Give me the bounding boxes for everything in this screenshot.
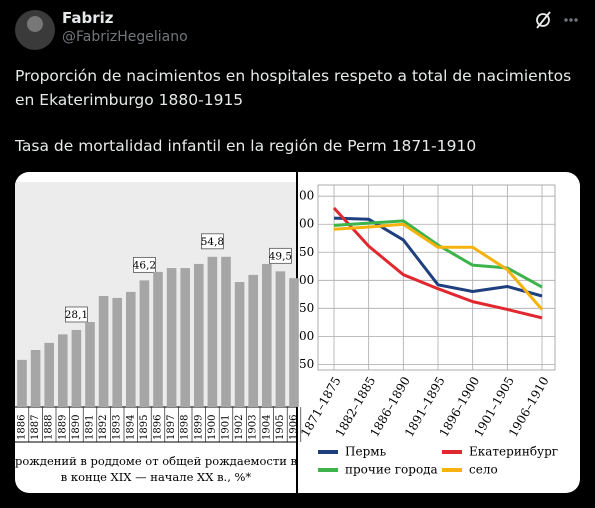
bar — [85, 322, 95, 407]
x-tick-label: 1897 — [166, 415, 177, 440]
bar — [289, 278, 299, 407]
x-tick-label: 1896 — [153, 415, 164, 440]
bar — [112, 297, 122, 407]
value-label: 46,2 — [133, 259, 156, 271]
x-tick-label: 1891 — [85, 415, 96, 440]
data-line — [332, 206, 543, 320]
bar — [166, 268, 177, 407]
value-label-box — [268, 247, 292, 264]
bar — [221, 256, 231, 407]
caption: рождений в роддоме от общей рождаемости … — [15, 454, 297, 468]
x-tick-label: 1901 — [221, 415, 232, 440]
bar — [234, 282, 245, 407]
bar — [17, 359, 27, 407]
bar — [139, 280, 150, 407]
bar — [58, 334, 68, 407]
tweet-text: Proporción de nacimientos en hospitales … — [15, 64, 587, 180]
x-tick-label: 1886 — [17, 415, 28, 440]
legend-label: Пермь — [345, 445, 387, 459]
y-tick-label: 50 — [299, 245, 314, 259]
bar — [275, 271, 286, 407]
x-tick-label: 1898 — [180, 415, 191, 440]
x-tick-label: 1903 — [248, 415, 259, 440]
bar — [153, 271, 163, 407]
bar — [194, 263, 204, 407]
y-tick-label: 00 — [299, 273, 314, 287]
x-tick-label: 1905 — [275, 415, 286, 440]
caption: в конце XIX — начале XX в., %* — [61, 470, 252, 484]
bar — [262, 263, 272, 407]
x-tick-label: 1906 — [289, 415, 300, 440]
x-tick-label: 1904 — [261, 415, 272, 440]
x-tick-label: 1887 — [30, 415, 41, 440]
bar — [248, 274, 258, 407]
data-line — [333, 216, 543, 298]
bar — [44, 342, 54, 407]
bar — [207, 256, 218, 407]
x-tick-label: 1902 — [234, 415, 245, 440]
bar — [180, 268, 190, 407]
y-tick-label: 00 — [299, 329, 314, 343]
x-tick-label: 1900 — [207, 415, 218, 440]
legend-label: Екатеринбург — [469, 445, 558, 459]
x-tick-label: 1890 — [71, 415, 82, 440]
bar — [30, 349, 41, 407]
x-tick-label: 1893 — [112, 415, 123, 440]
y-tick-label: 50 — [299, 357, 314, 371]
value-label: 54,8 — [201, 236, 224, 248]
more-icon[interactable] — [564, 18, 578, 22]
author-handle[interactable]: @FabrizHegeliano — [62, 29, 188, 45]
plot-frame — [317, 184, 556, 371]
x-tick-label: 1892 — [98, 415, 109, 440]
x-tick-label: 1895 — [139, 415, 150, 440]
grok-icon[interactable] — [536, 11, 551, 29]
x-tick-label: 1889 — [57, 415, 68, 440]
x-tick-label: 1899 — [193, 415, 204, 440]
author-name[interactable]: Fabriz — [62, 9, 114, 27]
y-tick-label: 50 — [299, 301, 314, 315]
value-label-box — [132, 256, 156, 273]
value-label-box — [65, 306, 88, 323]
bar — [98, 296, 109, 407]
avatar-face — [27, 16, 43, 32]
value-label: 49,5 — [269, 250, 292, 262]
x-tick-label: 1888 — [44, 415, 55, 440]
bar — [71, 329, 82, 407]
value-label-box — [200, 233, 224, 250]
bar — [126, 291, 136, 407]
legend-label: прочие города — [345, 463, 438, 477]
y-tick-label: 00 — [299, 189, 314, 203]
legend-label: село — [469, 463, 498, 477]
value-label: 28,1 — [65, 309, 88, 321]
image[interactable]: 1886 1887 1888 1889 1890 28,1 1891 1892 1893 1894… — [15, 172, 580, 493]
paragraph: Tasa de mortalidad infantil en la región… — [15, 137, 477, 155]
y-tick-label: 00 — [299, 217, 314, 231]
x-tick-label: 1894 — [125, 415, 136, 440]
paragraph: Proporción de nacimientos en hospitales … — [15, 67, 572, 109]
data-line — [333, 222, 544, 311]
